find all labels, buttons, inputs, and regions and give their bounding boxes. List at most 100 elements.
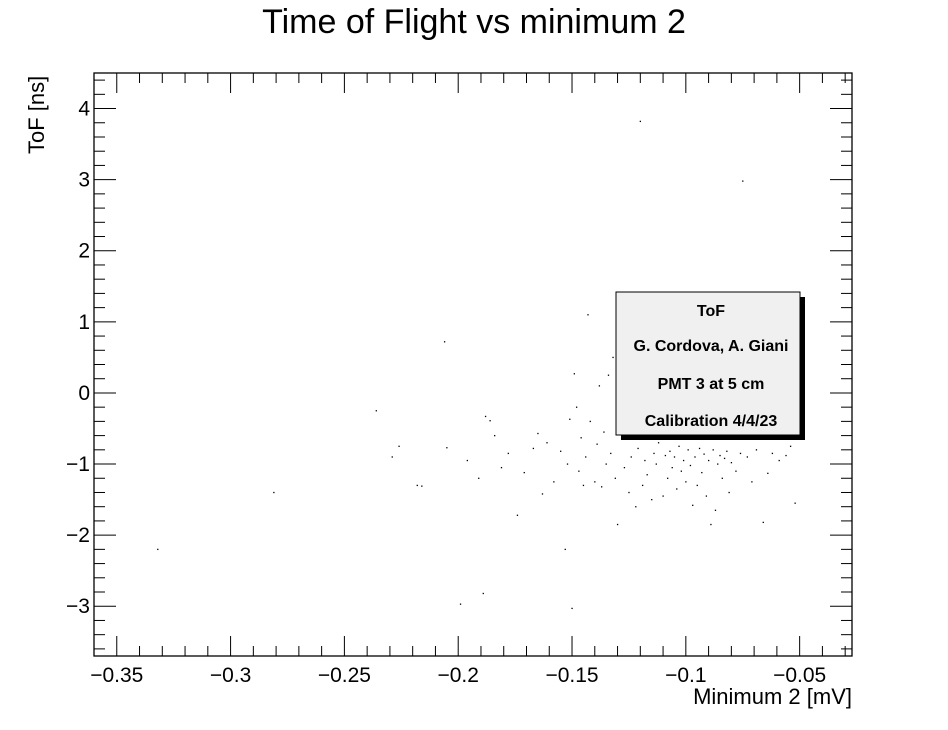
y-tick-label: 2 — [78, 240, 90, 263]
y-tick-label: −2 — [66, 524, 90, 547]
x-tick-label: −0.35 — [90, 664, 143, 687]
data-point — [596, 443, 598, 445]
data-point — [489, 420, 491, 422]
chart-title: Time of Flight vs minimum 2 — [262, 3, 686, 41]
data-point — [500, 466, 503, 469]
data-point — [728, 491, 730, 494]
data-point — [698, 447, 701, 450]
data-point — [507, 452, 509, 455]
data-point — [391, 456, 393, 458]
data-point — [687, 449, 689, 451]
data-point — [637, 447, 639, 450]
data-point — [644, 459, 646, 462]
data-point — [616, 523, 619, 526]
data-point — [466, 459, 469, 462]
data-point — [564, 548, 566, 551]
data-point — [714, 509, 717, 511]
stats-box-title: ToF — [697, 303, 725, 320]
data-point — [614, 477, 616, 479]
data-point — [575, 406, 578, 408]
data-point — [703, 453, 705, 455]
data-point — [598, 385, 601, 387]
data-point — [751, 481, 753, 483]
y-axis: −3 −2 −1 0 1 2 3 4 — [66, 79, 852, 650]
data-point — [589, 420, 591, 423]
data-point — [610, 452, 612, 455]
x-axis: −0.35 −0.3 −0.25 −0.2 −0.15 −0.1 −0.05 — [90, 73, 846, 687]
data-point — [762, 521, 764, 524]
data-point — [667, 477, 669, 479]
x-tick-label: −0.25 — [318, 664, 371, 687]
data-point — [612, 356, 614, 359]
data-point — [789, 445, 792, 447]
data-point — [571, 607, 573, 610]
data-point — [630, 456, 632, 458]
data-point — [537, 432, 539, 435]
x-tick-label: −0.3 — [210, 664, 251, 687]
stats-box-detector: PMT 3 at 5 cm — [658, 376, 765, 393]
data-point — [416, 484, 418, 487]
data-point — [685, 481, 687, 483]
data-point — [273, 491, 275, 494]
data-point — [671, 466, 673, 469]
data-point — [573, 373, 575, 375]
stats-box-panel — [615, 291, 801, 436]
data-point — [516, 514, 519, 516]
data-point — [532, 447, 535, 450]
stats-box-date: Calibration 4/4/23 — [645, 413, 778, 430]
data-point — [673, 456, 676, 458]
data-point — [717, 463, 719, 465]
data-point — [730, 462, 733, 464]
data-point — [594, 481, 596, 483]
data-point — [605, 463, 607, 465]
data-point — [560, 450, 562, 452]
data-point — [653, 452, 655, 455]
data-point — [771, 452, 774, 455]
data-point — [494, 434, 496, 437]
data-point — [662, 495, 664, 497]
data-point — [726, 450, 728, 452]
y-tick-label: 3 — [78, 169, 90, 192]
x-axis-title: Minimum 2 [mV] — [693, 684, 852, 709]
data-point — [696, 484, 698, 487]
data-point — [628, 491, 630, 494]
data-point — [767, 472, 769, 474]
data-point — [719, 454, 721, 457]
data-point — [755, 449, 758, 451]
data-point — [553, 481, 555, 483]
data-point — [778, 459, 780, 462]
data-point — [375, 410, 377, 412]
data-point — [641, 484, 644, 487]
data-point — [694, 456, 696, 458]
data-point — [484, 415, 487, 418]
data-point — [669, 450, 671, 452]
data-point — [635, 506, 637, 508]
data-point — [785, 454, 787, 457]
data-point — [657, 442, 660, 444]
data-point — [651, 498, 653, 501]
data-point — [580, 437, 582, 439]
data-point — [794, 502, 796, 504]
y-tick-label: −3 — [66, 595, 90, 618]
data-point — [446, 447, 448, 449]
data-point — [482, 592, 484, 595]
data-point — [459, 603, 462, 605]
data-point — [682, 459, 685, 462]
data-point — [712, 449, 714, 451]
data-point — [705, 495, 708, 497]
data-point — [541, 493, 544, 495]
x-tick-label: −0.15 — [545, 664, 598, 687]
data-point — [546, 442, 548, 444]
data-point — [676, 488, 678, 490]
data-point — [578, 470, 580, 472]
x-tick-label: −0.1 — [665, 664, 706, 687]
data-point — [587, 314, 589, 316]
data-point — [585, 456, 587, 458]
x-tick-label: −0.05 — [773, 664, 826, 687]
data-point — [603, 431, 605, 433]
y-axis-title: ToF [ns] — [24, 76, 49, 154]
data-point — [639, 120, 642, 123]
data-point — [689, 464, 692, 467]
data-point — [646, 474, 648, 476]
